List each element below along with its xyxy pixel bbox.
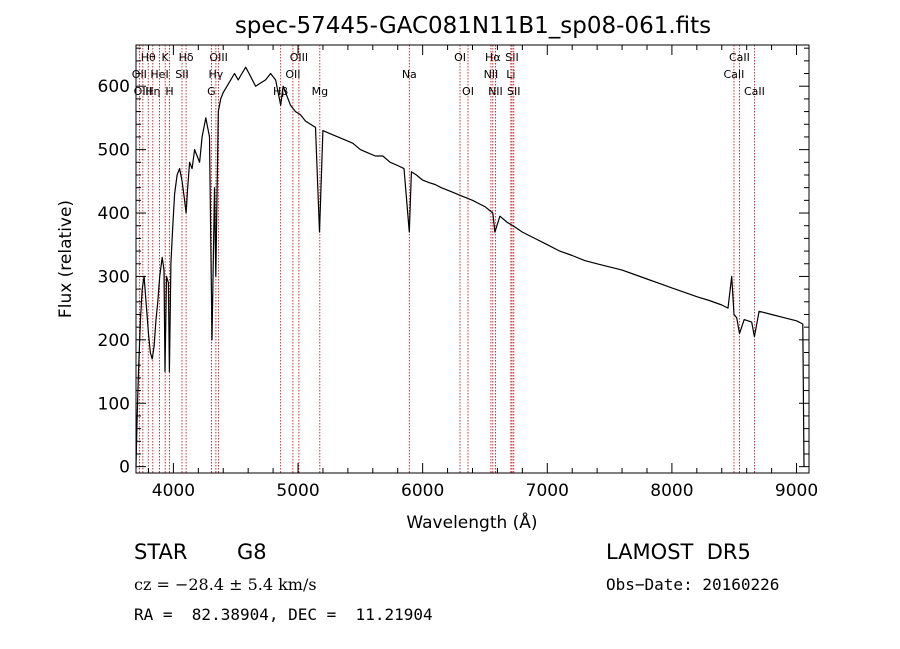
data-release: LAMOST DR5 xyxy=(606,540,751,564)
y-tick-label: 400 xyxy=(98,204,130,224)
spectrum-line xyxy=(135,66,805,467)
observation-date: Obs−Date: 20160226 xyxy=(606,575,780,594)
x-axis-label: Wavelength (Å) xyxy=(406,511,537,533)
line-label: CaII xyxy=(729,51,750,64)
line-label: SII xyxy=(175,68,188,81)
y-tick-label: 100 xyxy=(98,394,130,414)
x-tick-label: 4000 xyxy=(152,481,195,501)
x-tick-label: 9000 xyxy=(775,481,818,501)
line-label: G xyxy=(207,85,216,98)
y-axis-label: Flux (relative) xyxy=(56,200,76,318)
line-label: K xyxy=(162,51,170,64)
line-label: CaII xyxy=(724,68,745,81)
chart-title: spec-57445-GAC081N11B1_sp08-061.fits xyxy=(235,13,711,39)
line-label: OII xyxy=(285,68,300,81)
y-tick-label: 500 xyxy=(98,141,130,161)
redshift-velocity: cz = −28.4 ± 5.4 km/s xyxy=(134,575,317,594)
y-tick-label: 600 xyxy=(98,77,130,97)
line-label: Hθ xyxy=(141,51,156,64)
object-subclass: G8 xyxy=(237,540,267,564)
line-label: Hη xyxy=(145,85,160,98)
line-label: HeI xyxy=(150,68,168,81)
plot-axes: 4000 5000 6000 7000 8000 9000 0 100 200 300 400 500… xyxy=(98,44,818,501)
line-label: Hβ xyxy=(273,85,288,98)
object-class: STAR xyxy=(134,540,188,564)
line-label: OIII xyxy=(209,51,227,64)
line-label: Hα xyxy=(485,51,501,64)
line-label: Hδ xyxy=(179,51,194,64)
plot-frame xyxy=(135,44,810,474)
x-tick-label: 5000 xyxy=(276,481,319,501)
line-label: OIII xyxy=(290,51,308,64)
coordinates: RA = 82.38904, DEC = 11.21904 xyxy=(134,605,433,624)
line-label: CaII xyxy=(744,85,765,98)
line-label: OIII xyxy=(134,85,152,98)
line-label: NII xyxy=(488,85,503,98)
y-tick-label: 200 xyxy=(98,331,130,351)
line-label: Mg xyxy=(312,85,328,98)
line-label: OII xyxy=(132,68,147,81)
line-label: OI xyxy=(462,85,474,98)
line-label: SII xyxy=(505,51,518,64)
line-label: Li xyxy=(506,68,515,81)
spectrum-series xyxy=(135,66,805,467)
x-tick-label: 8000 xyxy=(650,481,693,501)
line-label: SII xyxy=(507,85,520,98)
line-label: Hγ xyxy=(208,68,223,81)
x-tick-label: 7000 xyxy=(526,481,569,501)
y-tick-label: 300 xyxy=(98,267,130,287)
x-tick-label: 6000 xyxy=(401,481,444,501)
line-label: Na xyxy=(402,68,417,81)
line-label: OI xyxy=(454,51,466,64)
y-tick-label: 0 xyxy=(119,458,130,478)
line-label: H xyxy=(165,85,173,98)
line-label: NII xyxy=(484,68,499,81)
